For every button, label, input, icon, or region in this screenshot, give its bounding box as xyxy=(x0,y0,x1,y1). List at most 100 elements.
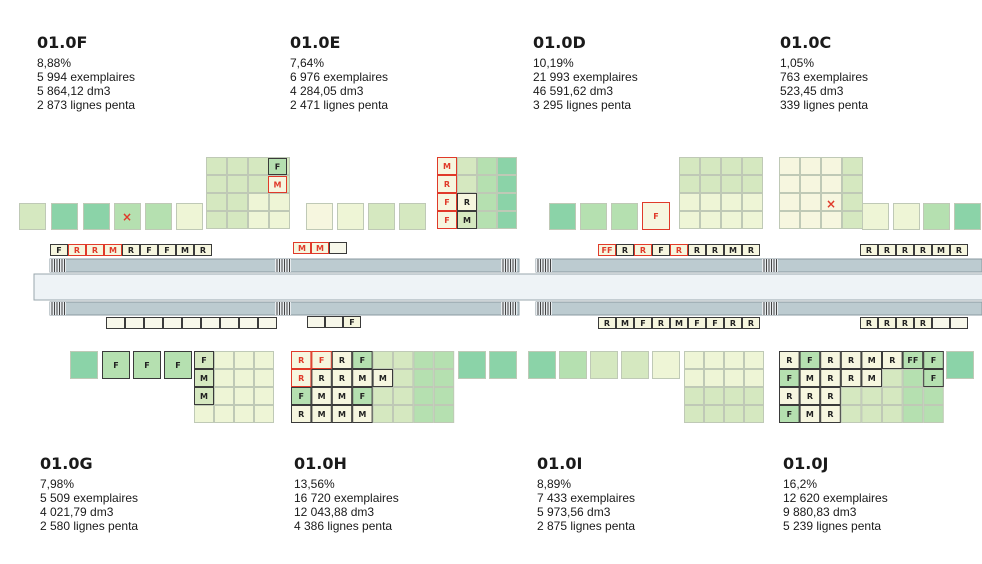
block-d-0[interactable] xyxy=(549,203,576,230)
grid-c-cell[interactable] xyxy=(821,175,842,193)
grid-g-cell[interactable] xyxy=(214,405,234,423)
grid-j-mark-14[interactable]: R xyxy=(779,387,800,405)
shelf-row-f-2[interactable]: R xyxy=(86,244,104,256)
grid-d-cell[interactable] xyxy=(742,157,763,175)
grid-e-cell[interactable] xyxy=(457,175,477,193)
grid-e-cell[interactable] xyxy=(497,211,517,229)
grid-h-mark-15[interactable]: M xyxy=(331,405,353,423)
grid-d-cell[interactable] xyxy=(721,157,742,175)
grid-f-cell[interactable] xyxy=(248,193,269,211)
grid-c-cell[interactable] xyxy=(800,175,821,193)
shelf-row-c-3[interactable]: R xyxy=(914,244,932,256)
block-g-1[interactable]: F xyxy=(102,351,130,379)
shelf-row-i-8[interactable]: R xyxy=(742,317,760,329)
grid-c-cell[interactable] xyxy=(821,157,842,175)
grid-j-mark-7[interactable]: F xyxy=(923,351,944,369)
grid-h-cell[interactable] xyxy=(393,369,414,387)
block-f-5[interactable] xyxy=(176,203,203,230)
grid-f-cell[interactable] xyxy=(206,211,227,229)
grid-d-cell[interactable] xyxy=(721,175,742,193)
grid-f-cell[interactable] xyxy=(227,157,248,175)
grid-e-cell[interactable] xyxy=(497,193,517,211)
grid-f-cell[interactable] xyxy=(248,157,269,175)
grid-h-mark-2[interactable]: R xyxy=(331,351,353,369)
grid-d-cell[interactable] xyxy=(742,193,763,211)
shelf-row-j-3[interactable]: R xyxy=(914,317,932,329)
shelf-row-f-3[interactable]: M xyxy=(104,244,122,256)
grid-h-mark-16[interactable]: M xyxy=(352,405,373,423)
grid-e-mark-0[interactable]: M xyxy=(437,157,457,175)
shelf-row-c-5[interactable]: R xyxy=(950,244,968,256)
grid-c-cell[interactable] xyxy=(779,157,800,175)
grid-j-mark-5[interactable]: R xyxy=(882,351,903,369)
block-d-mark[interactable]: F xyxy=(642,202,670,230)
block-c-3[interactable] xyxy=(954,203,981,230)
shelf-row-d-1[interactable]: R xyxy=(616,244,634,256)
grid-e-mark-3[interactable]: F xyxy=(437,211,457,229)
grid-g-cell[interactable] xyxy=(214,351,234,369)
grid-j-cell[interactable] xyxy=(902,387,924,405)
block-e-1[interactable] xyxy=(337,203,364,230)
grid-j-mark-8[interactable]: F xyxy=(779,369,800,387)
grid-j-mark-0[interactable]: R xyxy=(779,351,800,369)
grid-f-cell[interactable] xyxy=(269,193,290,211)
shelf-row-i-5[interactable]: F xyxy=(688,317,706,329)
shelf-row-i-3[interactable]: R xyxy=(652,317,670,329)
grid-j-mark-9[interactable]: M xyxy=(799,369,821,387)
grid-c-cell[interactable] xyxy=(821,211,842,229)
grid-d-cell[interactable] xyxy=(700,211,721,229)
block-i-4[interactable] xyxy=(652,351,680,379)
grid-c-cell[interactable] xyxy=(842,193,863,211)
grid-j-mark-3[interactable]: R xyxy=(840,351,862,369)
grid-c-cell[interactable] xyxy=(800,157,821,175)
grid-e-mark-1[interactable]: R xyxy=(437,175,457,193)
grid-h-mark-5[interactable]: R xyxy=(311,369,332,387)
grid-j-mark-2[interactable]: R xyxy=(820,351,841,369)
grid-h-cell[interactable] xyxy=(393,351,414,369)
grid-j-mark-13[interactable]: F xyxy=(923,369,944,387)
shelf-row-g-0[interactable] xyxy=(106,317,125,329)
grid-h-mark-6[interactable]: R xyxy=(331,369,353,387)
shelf-row-e-0[interactable]: M xyxy=(293,242,311,254)
grid-f-cell[interactable] xyxy=(206,175,227,193)
grid-j-mark-17[interactable]: F xyxy=(779,405,800,423)
grid-h-cell[interactable] xyxy=(413,351,434,369)
grid-h-cell[interactable] xyxy=(433,387,455,405)
shelf-row-d-6[interactable]: R xyxy=(706,244,724,256)
grid-g-cell[interactable] xyxy=(214,387,234,405)
block-g-0[interactable] xyxy=(70,351,98,379)
grid-g-mark-0[interactable]: F xyxy=(194,351,214,369)
grid-f-mark-1[interactable]: M xyxy=(268,176,287,193)
grid-j-cell[interactable] xyxy=(861,405,883,423)
grid-h-cell[interactable] xyxy=(413,369,434,387)
grid-h-mark-11[interactable]: M xyxy=(331,387,353,405)
grid-i-cell[interactable] xyxy=(704,351,724,369)
block-i-3[interactable] xyxy=(621,351,649,379)
shelf-row-h-1[interactable] xyxy=(325,316,343,328)
shelf-row-g-1[interactable] xyxy=(125,317,144,329)
grid-c-cell[interactable] xyxy=(842,175,863,193)
grid-i-cell[interactable] xyxy=(724,351,744,369)
shelf-row-d-7[interactable]: M xyxy=(724,244,742,256)
grid-d-cell[interactable] xyxy=(679,211,700,229)
shelf-row-i-0[interactable]: R xyxy=(598,317,616,329)
shelf-row-f-1[interactable]: R xyxy=(68,244,86,256)
shelf-row-g-2[interactable] xyxy=(144,317,163,329)
shelf-row-j-5[interactable] xyxy=(950,317,968,329)
block-i-0[interactable] xyxy=(528,351,556,379)
block-c-2[interactable] xyxy=(923,203,950,230)
shelf-row-f-6[interactable]: F xyxy=(158,244,176,256)
grid-g-cell[interactable] xyxy=(234,351,254,369)
grid-h-mark-7[interactable]: M xyxy=(352,369,373,387)
grid-f-cell[interactable] xyxy=(206,157,227,175)
shelf-row-d-8[interactable]: R xyxy=(742,244,760,256)
shelf-row-i-2[interactable]: F xyxy=(634,317,652,329)
block-f-4[interactable] xyxy=(145,203,172,230)
grid-e-cell[interactable] xyxy=(477,157,497,175)
grid-i-cell[interactable] xyxy=(684,351,704,369)
grid-h-cell[interactable] xyxy=(413,405,434,423)
grid-e-cell[interactable] xyxy=(497,157,517,175)
shelf-row-e-2[interactable] xyxy=(329,242,347,254)
grid-j-cell[interactable] xyxy=(861,387,883,405)
grid-i-cell[interactable] xyxy=(724,387,744,405)
